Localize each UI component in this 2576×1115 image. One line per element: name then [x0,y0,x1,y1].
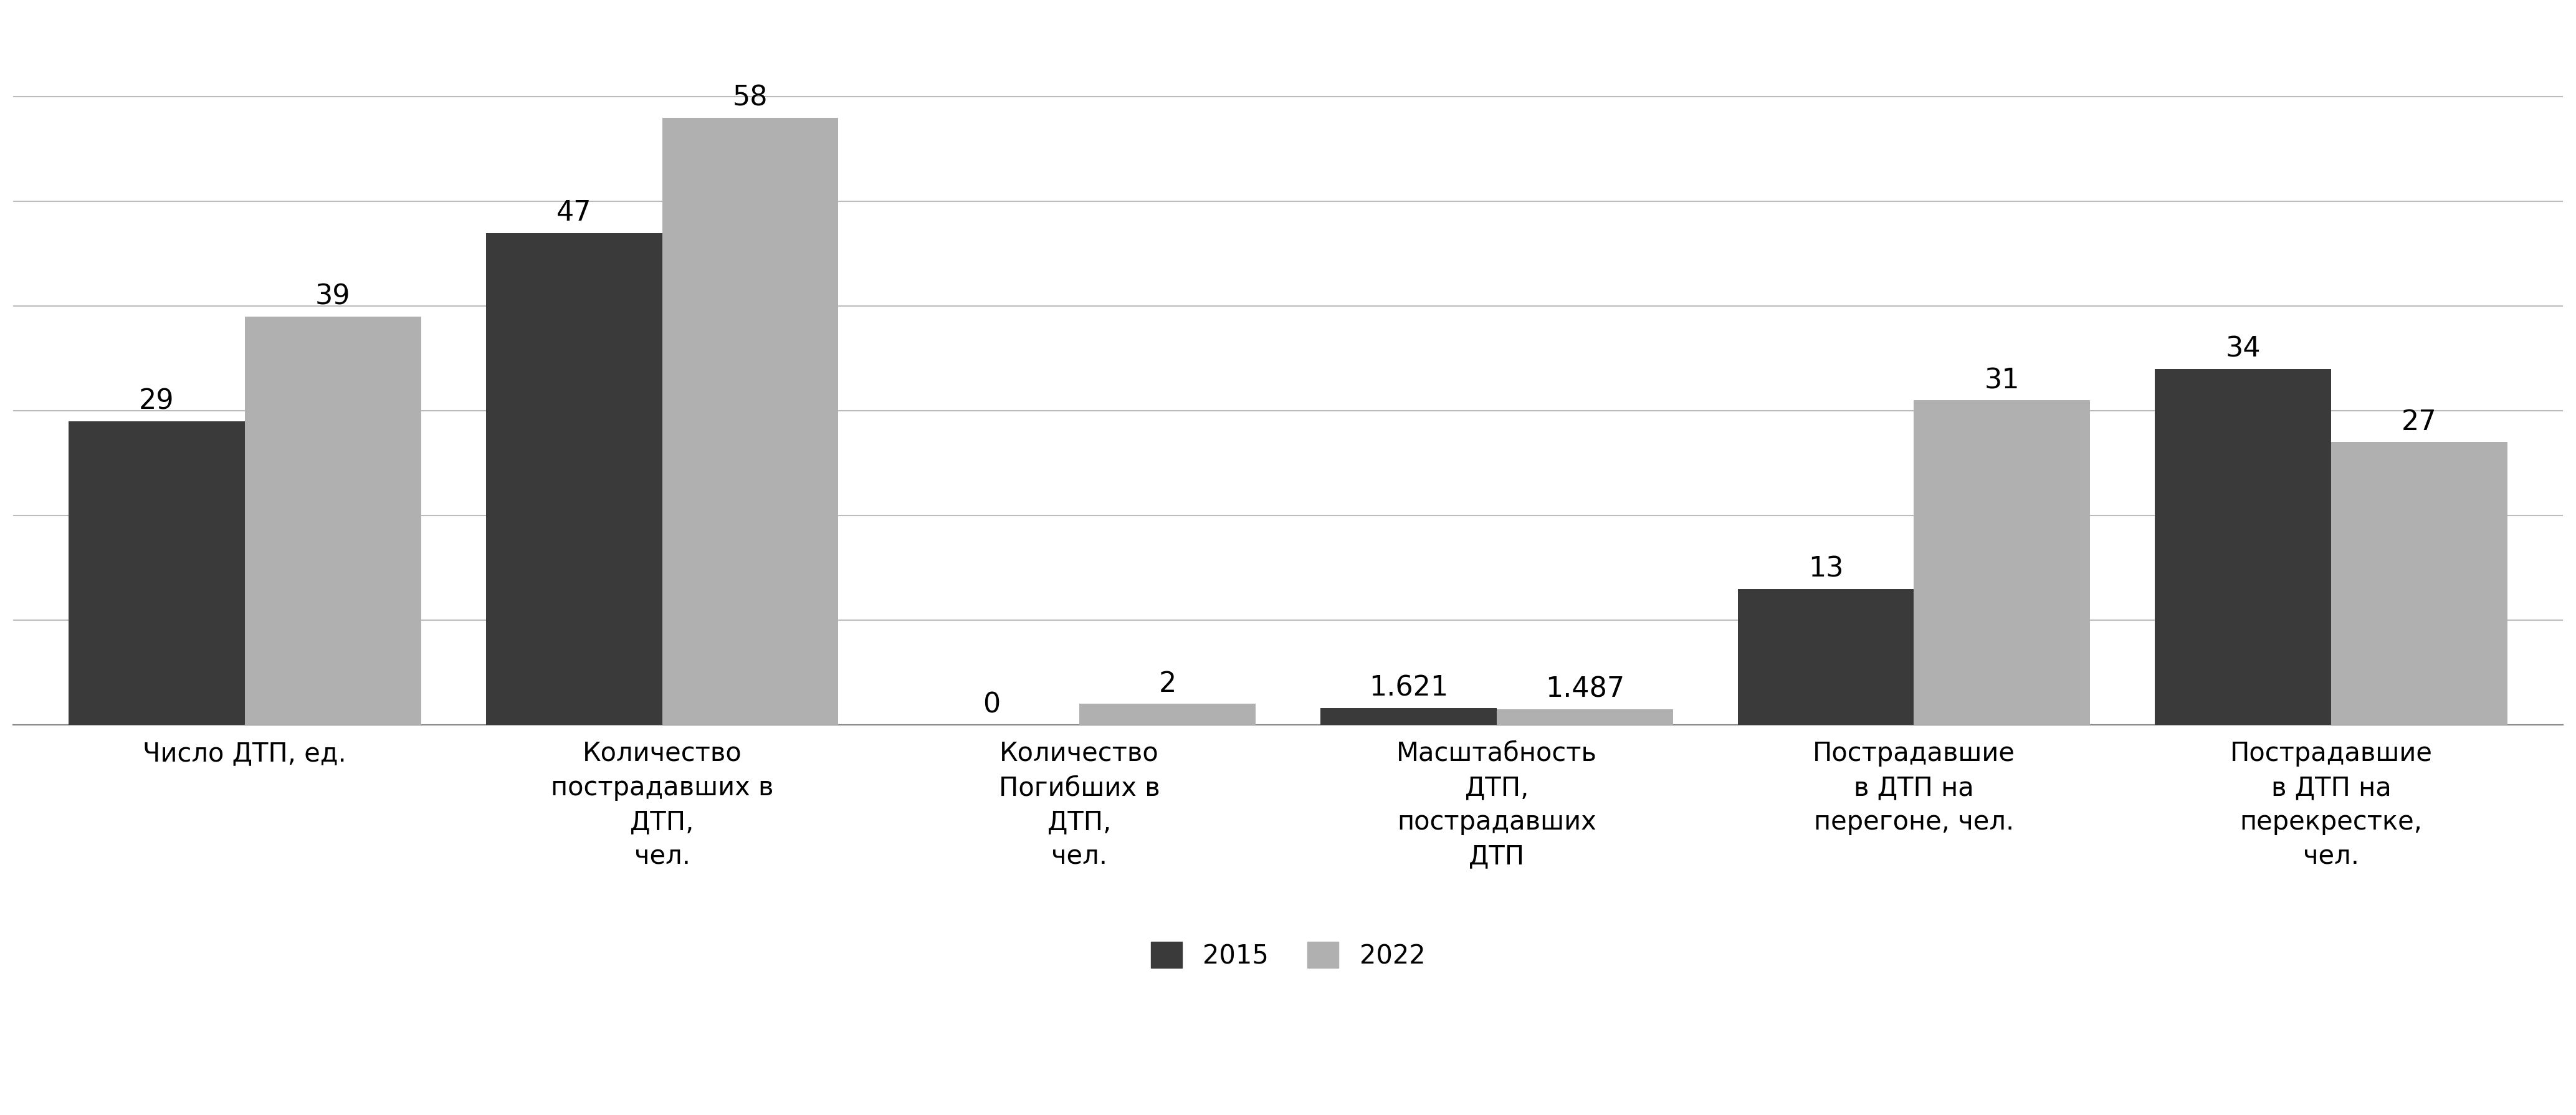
Bar [2156,369,2331,725]
Bar [487,233,662,725]
Text: 34: 34 [2226,336,2262,362]
Text: 2: 2 [1159,671,1177,698]
Bar [245,317,420,725]
Text: 27: 27 [2401,409,2437,436]
Bar [1914,400,2089,725]
Bar [1079,704,1255,725]
Bar [1321,708,1497,725]
Text: 0: 0 [981,691,999,718]
Text: 1.621: 1.621 [1368,675,1448,701]
Text: 29: 29 [139,388,175,415]
Bar [662,118,837,725]
Bar [1739,589,1914,725]
Bar [1497,709,1672,725]
Text: 31: 31 [1984,367,2020,394]
Text: 58: 58 [732,85,768,112]
Bar [70,421,245,725]
Text: 39: 39 [314,283,350,310]
Bar [2331,443,2506,725]
Text: 1.487: 1.487 [1546,676,1625,702]
Legend: 2015, 2022: 2015, 2022 [1139,929,1437,982]
Text: 13: 13 [1808,555,1844,582]
Text: 47: 47 [556,200,592,226]
